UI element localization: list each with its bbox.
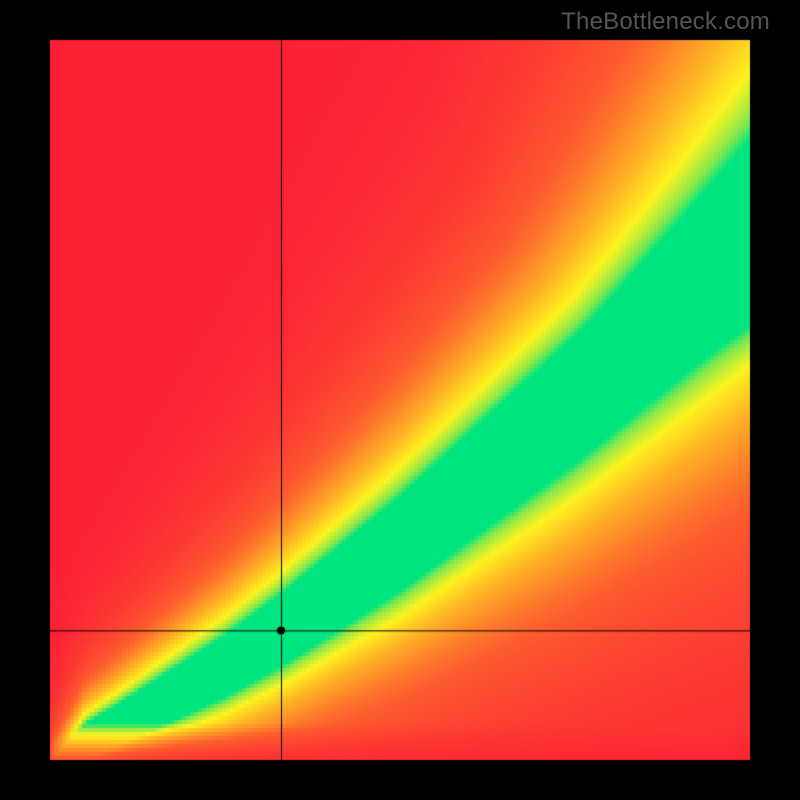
watermark-label: TheBottleneck.com bbox=[561, 8, 770, 36]
bottleneck-heatmap bbox=[0, 0, 800, 800]
chart-wrapper: TheBottleneck.com bbox=[0, 0, 800, 800]
